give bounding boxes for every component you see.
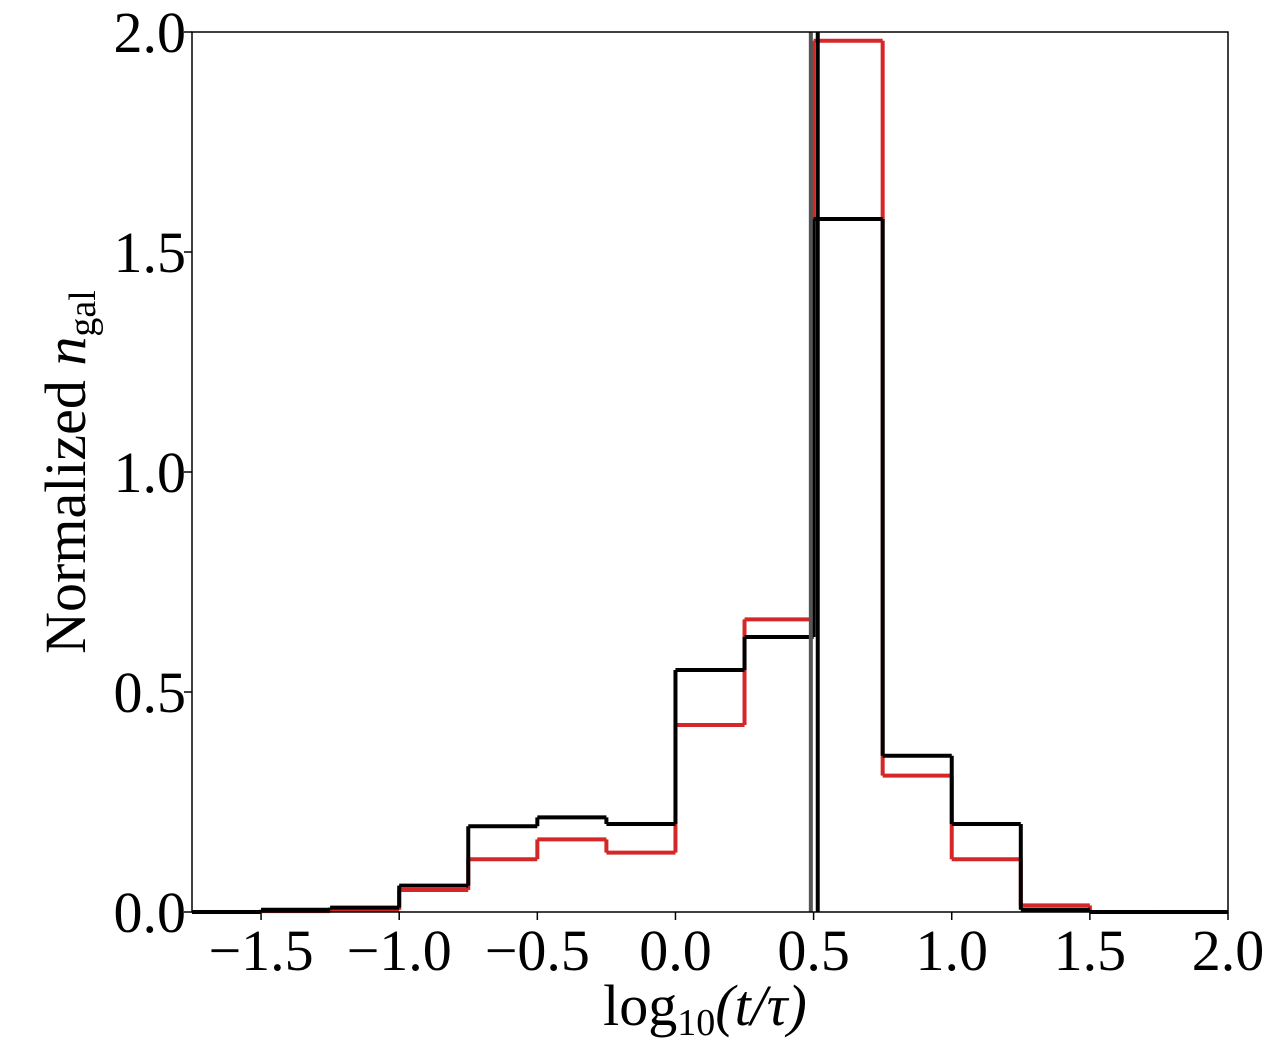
y-tick-label: 0.5	[114, 660, 187, 725]
x-axis-label: log10(t/τ)	[603, 973, 807, 1043]
y-tick-label: 0.0	[114, 880, 187, 945]
x-label-func: log	[603, 973, 677, 1038]
y-axis-label: Normalized ngal	[33, 290, 104, 654]
x-tick-label: −1.0	[347, 918, 452, 983]
x-tick-label: 1.5	[1054, 918, 1127, 983]
x-tick-label: 2.0	[1192, 918, 1265, 983]
plot-frame	[191, 31, 1229, 913]
y-tick-label: 1.0	[114, 440, 187, 505]
x-tick-label: −0.5	[485, 918, 590, 983]
x-label-arg: (t/τ)	[715, 973, 807, 1038]
y-label-text: Normalized	[33, 366, 98, 654]
x-tick-label: 1.0	[915, 918, 988, 983]
x-tick-label: −1.5	[208, 918, 313, 983]
x-label-sub: 10	[677, 1002, 715, 1043]
x-tick-label: 0.5	[777, 918, 850, 983]
x-tick-label: 0.0	[639, 918, 712, 983]
y-tick-label: 1.5	[114, 220, 187, 285]
y-label-sub: gal	[62, 290, 104, 336]
y-tick-label: 2.0	[114, 0, 187, 65]
y-label-var: n	[33, 337, 98, 366]
